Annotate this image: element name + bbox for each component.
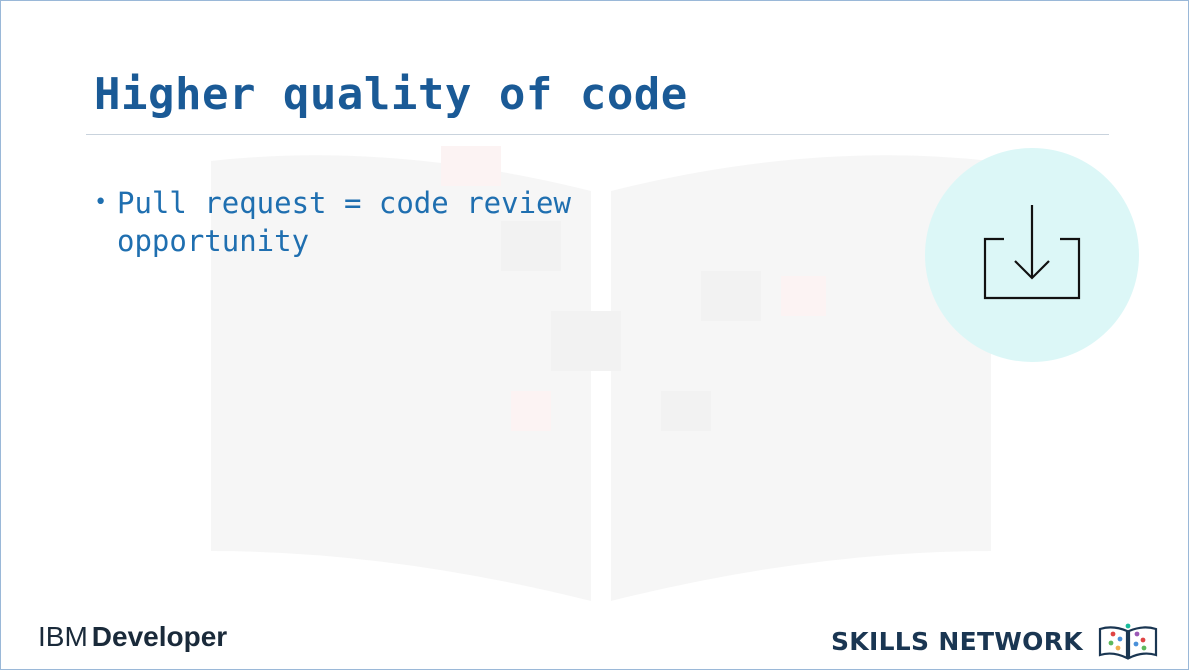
skills-network-text: SKILLS NETWORK bbox=[831, 626, 1083, 656]
book-network-watermark-icon bbox=[211, 146, 991, 601]
developer-text: Developer bbox=[91, 621, 228, 652]
bullet-text: Pull request = code review opportunity bbox=[117, 186, 571, 258]
bullet-list: • Pull request = code review opportunity bbox=[94, 184, 694, 260]
ibm-brand-text: IBM bbox=[38, 621, 88, 652]
title-divider bbox=[86, 134, 1109, 135]
slide-title: Higher quality of code bbox=[94, 69, 688, 120]
download-icon bbox=[983, 205, 1081, 300]
download-icon-circle bbox=[925, 148, 1139, 362]
ibm-developer-logo: IBM Developer bbox=[38, 621, 227, 653]
bullet-marker: • bbox=[94, 190, 108, 215]
bullet-item: • Pull request = code review opportunity bbox=[94, 184, 694, 260]
skills-network-book-icon bbox=[1098, 623, 1158, 660]
skills-network-logo: SKILLS NETWORK bbox=[831, 621, 1159, 661]
